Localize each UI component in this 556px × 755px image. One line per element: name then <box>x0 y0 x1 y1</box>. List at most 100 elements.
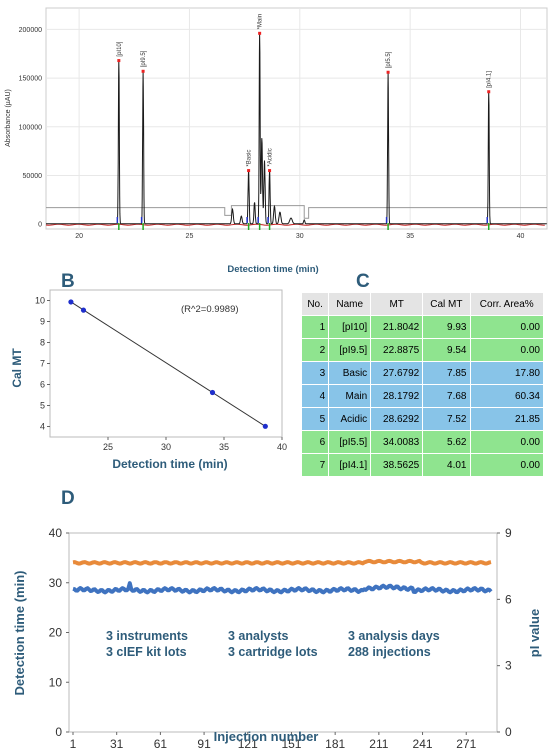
table-cell-no: 4 <box>300 384 330 408</box>
chart-d-xtick: 151 <box>281 737 301 751</box>
table-cell-cal-mt: 7.85 <box>422 361 471 385</box>
chart-d-annotation-line1: 3 analysis days <box>348 629 440 643</box>
chart-b-xtick: 40 <box>277 442 287 452</box>
chart-b-annotation: (R^2=0.9989) <box>181 304 239 315</box>
table-cell-area: 21.85 <box>469 407 544 431</box>
chart-b-ytick: 10 <box>35 296 45 306</box>
table-cell-cal-mt: 7.68 <box>422 384 471 408</box>
table-row: 6 [pI5.5] 34.0083 5.62 0.00 <box>300 430 544 454</box>
chart-a-peak-marker <box>258 31 262 35</box>
chart-b-ytick: 7 <box>40 359 45 369</box>
chart-a-ytick: 100000 <box>19 124 42 131</box>
table-cell-name: Main <box>328 384 372 408</box>
chart-a-peak-label: [pI9.5] <box>141 50 147 67</box>
chart-b-fit-line <box>70 301 266 427</box>
chart-a-reference-trace <box>46 205 547 219</box>
chart-d-xlabel: Injection number <box>214 729 319 744</box>
table-cell-area: 17.80 <box>469 361 544 385</box>
chart-a-peak-marker <box>247 169 251 173</box>
chart-d-ytick: 40 <box>49 526 63 540</box>
chart-d-xtick: 181 <box>325 737 345 751</box>
chart-a-peak-marker <box>141 69 145 73</box>
chart-b-ytick: 5 <box>40 401 45 411</box>
chart-d-series-blue <box>72 581 493 595</box>
chart-a-ytick: 150000 <box>19 76 42 83</box>
chart-d-series-orange <box>72 558 492 566</box>
chart-b-ytick: 4 <box>40 422 45 432</box>
table-cell-no: 1 <box>300 315 330 339</box>
table-row: 1 [pI10] 21.8042 9.93 0.00 <box>300 315 544 339</box>
table-cell-name: [pI4.1] <box>328 453 372 477</box>
chart-b-xtick: 30 <box>161 442 171 452</box>
chart-b-xtick: 25 <box>103 442 113 452</box>
peak-table: No. Name MT Cal MT Corr. Area% 1 [pI10] 21… <box>300 292 544 477</box>
table-cell-name: [pI10] <box>328 315 372 339</box>
chart-d-y2tick: 6 <box>505 592 512 606</box>
chart-a-plot-area <box>45 7 548 230</box>
chart-a-electropherogram: 0 50000 100000 150000 200000 20 25 30 35 40 [pI10… <box>5 7 548 275</box>
chart-d-ytick: 10 <box>49 675 63 689</box>
chart-d-series <box>72 558 493 595</box>
chart-a-xtick: 30 <box>296 233 304 240</box>
chart-d-plot-area <box>68 532 498 733</box>
chart-d-xtick: 31 <box>110 737 124 751</box>
table-cell-no: 6 <box>300 430 330 454</box>
table-cell-name: Basic <box>328 361 372 385</box>
chart-d-annotation-line2: 3 cIEF kit lots <box>106 645 187 659</box>
chart-a-peak-label: *Main <box>258 14 264 29</box>
col-cal-mt: Cal MT <box>422 292 471 316</box>
table-cell-mt: 27.6792 <box>370 361 424 385</box>
chart-d-xtick: 61 <box>154 737 168 751</box>
chart-a-peak-label: *Acidic <box>268 148 274 166</box>
chart-d-y2tick: 9 <box>505 526 512 540</box>
chart-a-peak-marker <box>268 169 272 173</box>
table-cell-area: 0.00 <box>469 315 544 339</box>
chart-a-xlabel: Detection time (min) <box>227 264 318 275</box>
table-cell-area: 0.00 <box>469 430 544 454</box>
chart-b-point <box>68 299 74 305</box>
chart-a-xtick: 20 <box>75 233 83 240</box>
chart-d-xtick: 271 <box>456 737 476 751</box>
chart-a-peak-label: [pI4.1] <box>487 71 493 88</box>
chart-a-ytick: 50000 <box>23 173 43 180</box>
panel-label-c: C <box>356 271 370 292</box>
table-cell-mt: 22.8875 <box>370 338 424 362</box>
table-cell-mt: 38.5625 <box>370 453 424 477</box>
chart-d-y2label: pI value <box>527 609 542 657</box>
chart-d-annotation-line1: 3 analysts <box>228 629 289 643</box>
table-row: 2 [pI9.5] 22.8875 9.54 0.00 <box>300 338 544 362</box>
chart-b-ytick: 9 <box>40 317 45 327</box>
chart-a-peak-marker <box>386 70 390 74</box>
chart-b-point <box>209 389 216 396</box>
chart-d-y2tick: 3 <box>505 659 512 673</box>
chart-d-xtick: 1 <box>70 737 77 751</box>
table-cell-cal-mt: 9.93 <box>422 315 471 339</box>
table-row: 4 Main 28.1792 7.68 60.34 <box>300 384 544 408</box>
table-cell-mt: 21.8042 <box>370 315 424 339</box>
chart-d-ylabel: Detection time (min) <box>12 571 27 696</box>
chart-a-xtick: 40 <box>517 233 525 240</box>
chart-d-annotation-line2: 3 cartridge lots <box>228 645 318 659</box>
table-cell-name: [pI9.5] <box>328 338 372 362</box>
chart-a-grid <box>46 8 547 229</box>
chart-d-reproducibility: 1 31 61 91 121 151 181 211 241 271 0 10 20 30 40 0 3 6 9 3… <box>12 526 542 751</box>
table-cell-area: 0.00 <box>469 338 544 362</box>
table-cell-name: Acidic <box>328 407 372 431</box>
chart-b-xlabel: Detection time (min) <box>112 457 227 471</box>
chart-b-xtick: 35 <box>219 442 229 452</box>
chart-a-peak-label: *Basic <box>247 150 253 167</box>
table-cell-area: 60.34 <box>469 384 544 408</box>
chart-d-xtick: 121 <box>238 737 258 751</box>
chart-d-xtick: 241 <box>413 737 433 751</box>
chart-b-ytick: 8 <box>40 338 45 348</box>
chart-d-annotation-line2: 288 injections <box>348 645 431 659</box>
table-row: 7 [pI4.1] 38.5625 4.01 0.00 <box>300 453 544 477</box>
col-name: Name <box>328 292 372 316</box>
chart-b-point <box>262 423 268 429</box>
chart-d-xtick: 91 <box>197 737 211 751</box>
chart-a-peak-label: [pI5.5] <box>386 51 392 68</box>
table-cell-no: 7 <box>300 453 330 477</box>
chart-a-ticks: 0 50000 100000 150000 200000 20 25 30 35 40 <box>19 27 525 240</box>
